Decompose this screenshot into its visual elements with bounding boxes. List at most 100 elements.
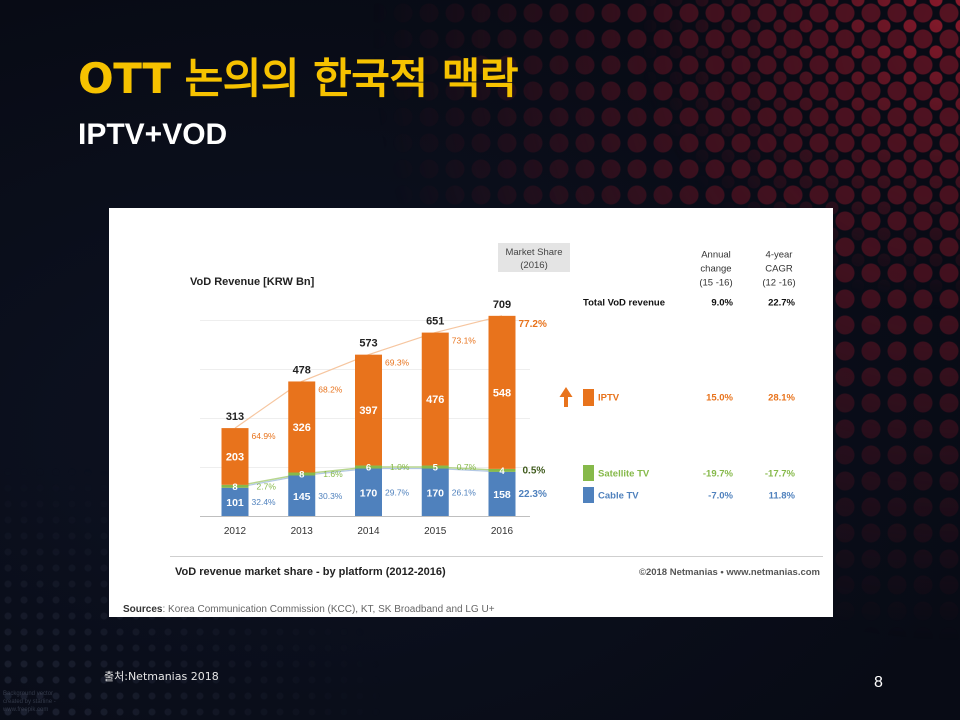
up-arrow-icon-head [559,387,573,397]
share-label-iptv: 77.2% [519,319,547,330]
share-label-satellite-tv: 1.6% [323,469,343,479]
bar-segment-satellite-tv [221,484,249,488]
table-row-total: Total VoD revenue 9.0% 22.7% [583,298,796,309]
table-row-iptv: IPTV 15.0% 28.1% [559,387,796,407]
page-number: 8 [874,674,883,691]
legend-label-cable-tv: Cable TV [598,491,639,502]
bar-segment-cable-tv [488,471,516,516]
legend-swatch-cable-tv [583,487,594,503]
chart-copyright: ©2018 Netmanias • www.netmanias.com [639,567,820,578]
bar-value-label-cable-tv: 170 [360,487,378,499]
bar-segment-iptv [355,354,382,466]
market-share-header-line: (2016) [520,260,547,271]
table-header-line: Annual [701,250,731,261]
x-tick-label: 2016 [491,526,514,537]
bar-value-label-satellite-tv: 5 [433,463,439,474]
legend-swatch-iptv [583,389,594,406]
table-header-line: 4-year [766,250,793,261]
bar-value-label-cable-tv: 170 [426,487,444,499]
market-share-header: Market Share (2016) [498,243,570,272]
sources-text: : Korea Communication Commission (KCC), … [162,604,494,615]
table-header-cagr: 4-year CAGR (12 -16) [762,250,795,289]
bar-total-label: 313 [226,411,244,423]
bar-value-label-iptv: 476 [426,394,444,406]
share-label-iptv: 73.1% [452,336,477,346]
iptv-cagr: 28.1% [768,393,795,404]
bar-value-label-iptv: 397 [359,405,377,417]
bar-value-label-satellite-tv: 6 [366,463,371,474]
share-label-cable-tv: 22.3% [519,489,547,500]
bar-segment-iptv [288,381,316,473]
legend-label-satellite-tv: Satellite TV [598,469,650,480]
x-tick-label: 2013 [291,526,314,537]
slide-title: OTT 논의의 한국적 맥락 [78,54,518,103]
table-row-cable-tv: Cable TV -7.0% 11.8% [583,487,796,503]
bar-segment-cable-tv [221,487,249,516]
bar-segment-cable-tv [421,468,449,516]
table-row-satellite-tv: Satellite TV -19.7% -17.7% [583,465,796,481]
bar-segment-cable-tv [288,475,316,516]
chart-caption: VoD revenue market share - by platform (… [175,566,446,578]
bar-value-label-satellite-tv: 8 [232,482,237,493]
credit-line: www.freepik.com [3,707,49,713]
chart-sources: Sources: Korea Communication Commission … [123,604,495,615]
satellite-tv-annual-change: -19.7% [703,469,734,480]
table-header-line: change [700,264,731,275]
share-label-cable-tv: 32.4% [252,497,277,507]
share-label-cable-tv: 26.1% [452,487,477,497]
share-label-cable-tv: 30.3% [318,491,343,501]
bar-total-label: 573 [359,338,377,350]
background-credit: Background vector created by starline - … [3,690,56,714]
bar-total-label: 478 [293,364,311,376]
x-tick-label: 2015 [424,526,447,537]
bar-segment-iptv [221,428,249,485]
table-header-line: CAGR [765,264,793,275]
credit-line: created by starline - [3,699,56,705]
bar-segment-iptv [488,315,516,469]
cable-tv-annual-change: -7.0% [708,491,733,502]
vod-revenue-chart: VoD Revenue [KRW Bn] Market Share (2016)… [123,243,823,615]
bar-value-label-iptv: 203 [226,451,244,463]
bar-total-label: 651 [426,316,444,328]
legend-swatch-satellite-tv [583,465,594,481]
bar-value-label-satellite-tv: 8 [299,470,304,481]
share-label-satellite-tv: 0.7% [457,462,477,472]
x-axis-ticks: 2012 2013 2014 2015 2016 [224,526,514,537]
total-row-cagr: 22.7% [768,298,795,309]
bar-segment-satellite-tv [488,468,516,472]
bar-segment-cable-tv [355,468,382,516]
share-label-satellite-tv: 1.0% [390,462,410,472]
source-note: 출처:Netmanias 2018 [104,670,219,683]
table-header-line: (12 -16) [762,278,795,289]
share-label-iptv: 69.3% [385,358,410,368]
bar-value-label-iptv: 548 [493,387,511,399]
x-tick-label: 2012 [224,526,247,537]
bar-segment-satellite-tv [355,465,382,469]
up-arrow-icon [559,387,573,407]
share-label-satellite-tv: 0.5% [523,465,546,476]
legend-label-iptv: IPTV [598,393,620,404]
market-share-header-line: Market Share [505,247,562,258]
share-label-satellite-tv: 2.7% [257,481,277,491]
bar-segment-iptv [421,332,449,466]
chart-panel: VoD Revenue [KRW Bn] Market Share (2016)… [109,208,833,617]
stacked-bars [221,315,516,516]
slide-subtitle: IPTV+VOD [78,118,228,151]
total-row-annual-change: 9.0% [711,298,733,309]
up-arrow-icon-shaft [564,396,568,407]
sources-label: Sources [123,604,163,615]
bar-value-label-cable-tv: 101 [226,497,244,509]
table-header-line: (15 -16) [699,278,732,289]
bar-total-label: 709 [493,299,511,311]
share-label-cable-tv: 29.7% [385,487,410,497]
cable-tv-cagr: 11.8% [769,491,796,502]
x-tick-label: 2014 [357,526,380,537]
bar-value-label-cable-tv: 158 [493,489,511,501]
total-row-label: Total VoD revenue [583,298,665,309]
bar-segment-satellite-tv [288,472,316,476]
table-header-annual-change: Annual change (15 -16) [699,250,732,289]
satellite-tv-cagr: -17.7% [765,469,796,480]
share-label-iptv: 68.2% [318,384,343,394]
bar-value-label-iptv: 326 [293,422,311,434]
